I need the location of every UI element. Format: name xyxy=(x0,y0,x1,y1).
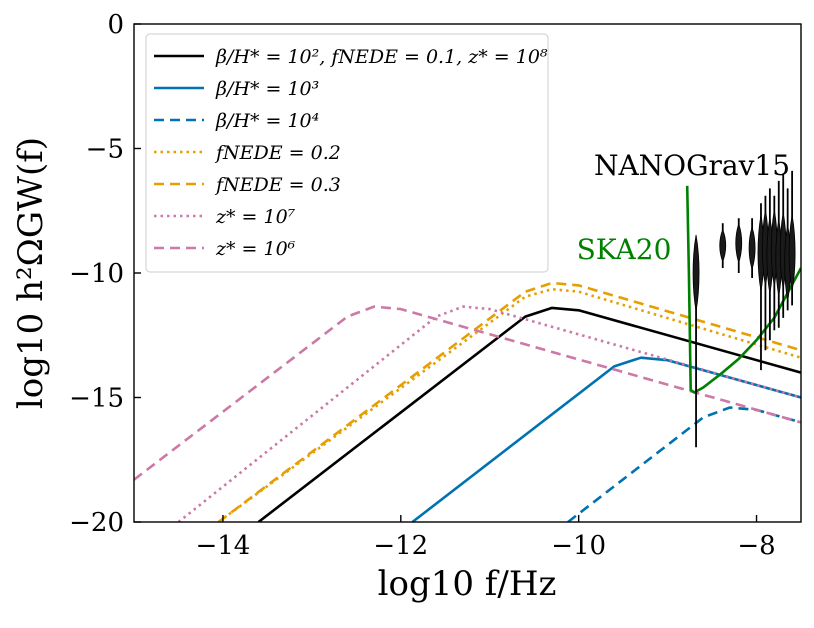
x-tick-label-1: −14 xyxy=(195,531,250,561)
nanograv15-violin-3 xyxy=(735,218,743,273)
legend-entry-7: z* = 10⁶ xyxy=(154,238,296,260)
nanograv15-violin-1 xyxy=(692,234,700,448)
nanograv15-violin-4 xyxy=(748,218,756,278)
axis-ticks: −14 −12 −10 −8 0 −5 −10 −15 −20 xyxy=(69,10,776,561)
legend-label-3: β/H* = 10⁴ xyxy=(215,110,319,132)
y-tick-label-2: −5 xyxy=(86,135,124,165)
y-tick-label-5: −20 xyxy=(69,508,124,538)
legend-label-5: fNEDE = 0.3 xyxy=(214,174,341,196)
nanograv15-violin-12 xyxy=(788,170,796,306)
series-line-6 xyxy=(177,305,801,522)
y-axis-label: log10 h²ΩGW(f) xyxy=(11,137,51,409)
nanograv15-label: NANOGrav15 xyxy=(594,149,790,182)
series-line-4 xyxy=(217,287,801,522)
series-line-1 xyxy=(257,306,801,522)
legend-label-7: z* = 10⁶ xyxy=(215,238,296,260)
x-tick-label-4: −8 xyxy=(737,531,775,561)
series-line-7 xyxy=(134,305,801,481)
x-tick-label-3: −10 xyxy=(551,531,606,561)
legend-box xyxy=(145,33,549,273)
series-line-3 xyxy=(567,406,801,522)
y-tick-label-4: −15 xyxy=(69,384,124,414)
legend-label-6: z* = 10⁷ xyxy=(215,206,296,228)
legend-entry-3: β/H* = 10⁴ xyxy=(154,110,319,132)
x-axis-label: log10 f/Hz xyxy=(378,564,557,604)
legend-label-1: β/H* = 10², fNEDE = 0.1, z* = 10⁸ xyxy=(215,46,548,68)
ska20-label: SKA20 xyxy=(577,233,672,266)
legend: β/H* = 10², fNEDE = 0.1, z* = 10⁸ β/H* = … xyxy=(145,33,549,273)
legend-entry-6: z* = 10⁷ xyxy=(154,206,296,228)
nanograv15-violin-2 xyxy=(719,223,727,269)
legend-label-4: fNEDE = 0.2 xyxy=(214,142,341,164)
y-tick-label-3: −10 xyxy=(69,259,124,289)
series-line-5 xyxy=(217,281,801,522)
x-tick-label-2: −12 xyxy=(373,531,428,561)
series-line-2 xyxy=(411,356,801,522)
legend-entry-2: β/H* = 10³ xyxy=(154,78,319,100)
legend-entry-4: fNEDE = 0.2 xyxy=(154,142,341,164)
legend-entry-1: β/H* = 10², fNEDE = 0.1, z* = 10⁸ xyxy=(154,46,548,68)
y-tick-label-1: 0 xyxy=(107,10,124,40)
plot-curves xyxy=(134,170,801,522)
legend-label-2: β/H* = 10³ xyxy=(215,78,319,100)
legend-entry-5: fNEDE = 0.3 xyxy=(154,174,341,196)
